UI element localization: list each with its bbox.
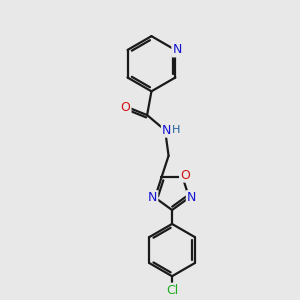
Text: O: O <box>121 101 130 114</box>
Text: N: N <box>162 124 171 137</box>
Text: N: N <box>148 191 157 204</box>
Text: Cl: Cl <box>166 284 178 297</box>
Text: N: N <box>187 191 196 204</box>
Text: N: N <box>172 44 182 56</box>
Text: H: H <box>172 124 180 135</box>
Text: O: O <box>180 169 190 182</box>
